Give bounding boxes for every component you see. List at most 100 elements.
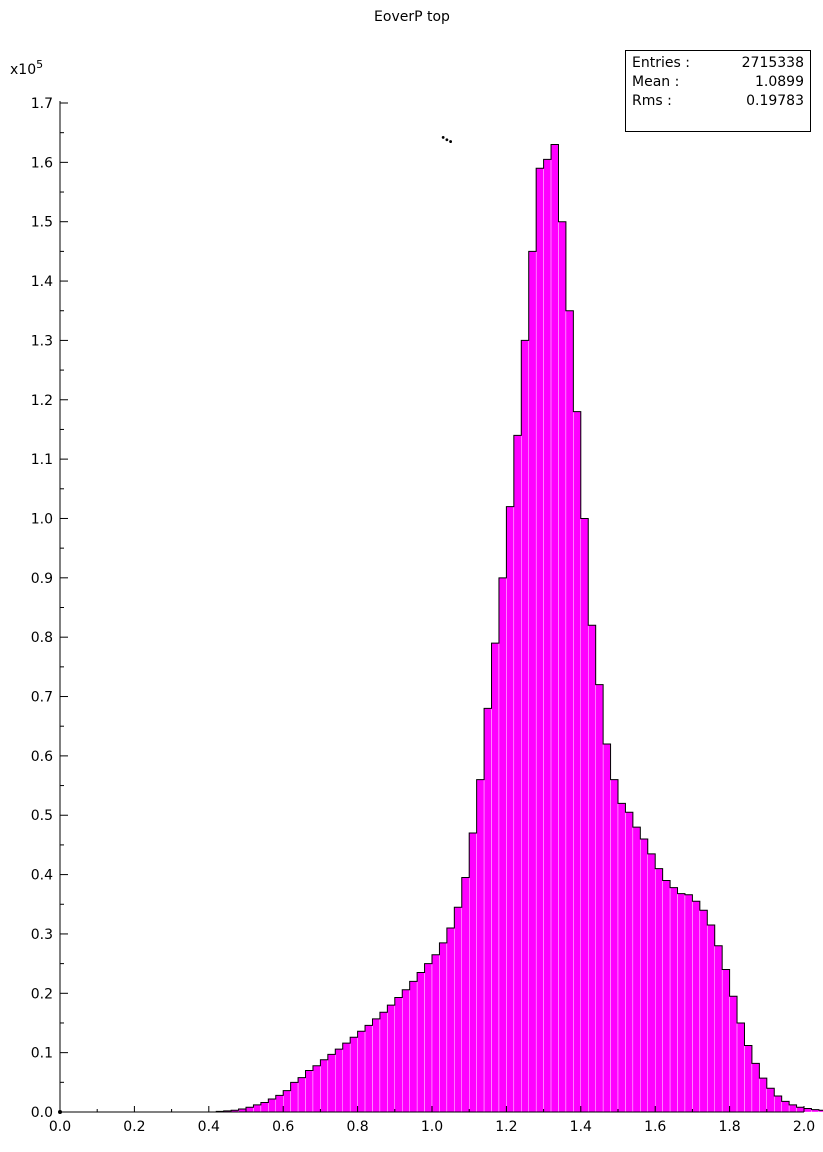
stats-entries-label: Entries : [632, 55, 690, 71]
histogram-bar [677, 893, 686, 1113]
peak-points [441, 136, 452, 143]
histogram-bar [721, 969, 730, 1113]
histogram-bar [788, 1104, 797, 1113]
histogram-bar [402, 989, 410, 1113]
histogram-bar [498, 577, 507, 1113]
stats-mean: Mean : 1.0899 [632, 73, 804, 92]
axes: 0.0 0.2 0.4 0.6 0.8 1.0 1.2 1.4 1.6 1.8 2.0 0.0 0.1 0… [31, 96, 815, 1135]
chart-title: EoverP top [374, 9, 450, 25]
x-tick-label: 0.8 [346, 1119, 368, 1135]
histogram-bar [342, 1042, 351, 1113]
x-tick-label: 1.8 [718, 1119, 740, 1135]
histogram-bar [491, 642, 500, 1113]
histogram-bar [640, 838, 648, 1113]
histogram-bar [759, 1077, 767, 1113]
histogram-bar [595, 684, 604, 1113]
histogram-bar [803, 1108, 812, 1113]
histogram-bar [662, 880, 671, 1113]
histogram-bar [707, 924, 715, 1113]
histogram-bar [714, 945, 723, 1113]
histogram-bar [699, 910, 708, 1113]
histogram-bar [766, 1088, 775, 1113]
histogram-bar [335, 1048, 343, 1113]
histogram-bar [349, 1037, 358, 1113]
histogram-bar [364, 1025, 373, 1113]
x-tick-label: 1.4 [570, 1119, 592, 1135]
stats-mean-label: Mean : [632, 74, 680, 90]
y-tick-label: 1.6 [31, 155, 53, 171]
histogram-bar [684, 894, 693, 1113]
stats-rms-value: 0.19783 [746, 93, 804, 109]
histogram-bar [521, 340, 529, 1113]
stats-box: Entries : 2715338 Mean : 1.0899 Rms : 0.… [625, 50, 811, 132]
histogram-bar [312, 1065, 321, 1113]
histogram-bars [215, 144, 823, 1113]
histogram-bar [253, 1104, 262, 1113]
histogram-bar [543, 159, 552, 1113]
histogram-bar [647, 853, 656, 1113]
x-tick-label: 1.6 [644, 1119, 666, 1135]
stats-rms-label: Rms : [632, 93, 672, 109]
histogram-bar [535, 168, 544, 1113]
y-tick-label: 1.4 [31, 274, 53, 290]
x-tick-label: 0.6 [272, 1119, 294, 1135]
x-tick-label: 2.0 [793, 1119, 815, 1135]
histogram-bar [431, 954, 440, 1113]
histogram-bar [558, 221, 567, 1113]
histogram-bar [446, 927, 455, 1113]
histogram-bar [729, 996, 738, 1113]
peak-point [449, 140, 452, 143]
histogram-bar [439, 942, 448, 1113]
histogram-outline [215, 144, 823, 1112]
histogram-bar [372, 1018, 381, 1113]
histogram-bar [461, 877, 470, 1113]
histogram-bar [692, 901, 701, 1113]
histogram-bar [580, 518, 589, 1113]
histogram-bar [394, 997, 403, 1113]
histogram-bar [513, 435, 522, 1113]
histogram-bar [469, 832, 477, 1113]
histogram-bar [744, 1045, 753, 1113]
histogram-bar [781, 1101, 790, 1113]
stats-entries-value: 2715338 [741, 55, 804, 71]
stats-entries: Entries : 2715338 [632, 54, 804, 73]
histogram-bar [602, 743, 611, 1113]
y-tick-label: 0.0 [31, 1105, 53, 1121]
x-tick-label: 0.4 [198, 1119, 220, 1135]
histogram-bar [476, 779, 485, 1113]
histogram-bar [774, 1095, 782, 1113]
histogram-bar [796, 1107, 805, 1113]
histogram-bar [260, 1102, 269, 1113]
y-tick-label: 0.8 [31, 630, 53, 646]
histogram-bar [506, 506, 515, 1113]
histogram-bar [610, 779, 619, 1113]
histogram-bar [268, 1098, 276, 1113]
x-tick-label: 1.2 [495, 1119, 517, 1135]
y-tick-label: 0.6 [31, 749, 53, 765]
x-tick-label: 0.0 [49, 1119, 71, 1135]
y-tick-label: 0.7 [31, 690, 53, 706]
x-tick-label: 0.2 [123, 1119, 145, 1135]
y-tick-label: 0.3 [31, 927, 53, 943]
y-tick-label: 1.3 [31, 333, 53, 349]
histogram-bar [528, 251, 537, 1113]
histogram-bar [320, 1059, 329, 1113]
histogram-bar [327, 1054, 336, 1113]
x-tick-label: 1.0 [421, 1119, 443, 1135]
y-tick-label: 1.5 [31, 215, 53, 231]
histogram-bar [275, 1095, 284, 1113]
y-tick-label: 0.9 [31, 571, 53, 587]
y-tick-label: 0.1 [31, 1046, 53, 1062]
histogram-bar [573, 411, 581, 1113]
histogram-bar [305, 1070, 314, 1113]
y-tick-label: 1.0 [31, 511, 53, 527]
histogram-bar [632, 826, 641, 1113]
y-tick-label: 0.4 [31, 868, 53, 884]
stats-mean-value: 1.0899 [755, 74, 804, 90]
histogram-bar [736, 1022, 745, 1113]
histogram-bar [617, 803, 626, 1113]
histogram-bar [357, 1031, 366, 1113]
histogram-bar [669, 887, 678, 1113]
histogram-bar [565, 310, 574, 1113]
